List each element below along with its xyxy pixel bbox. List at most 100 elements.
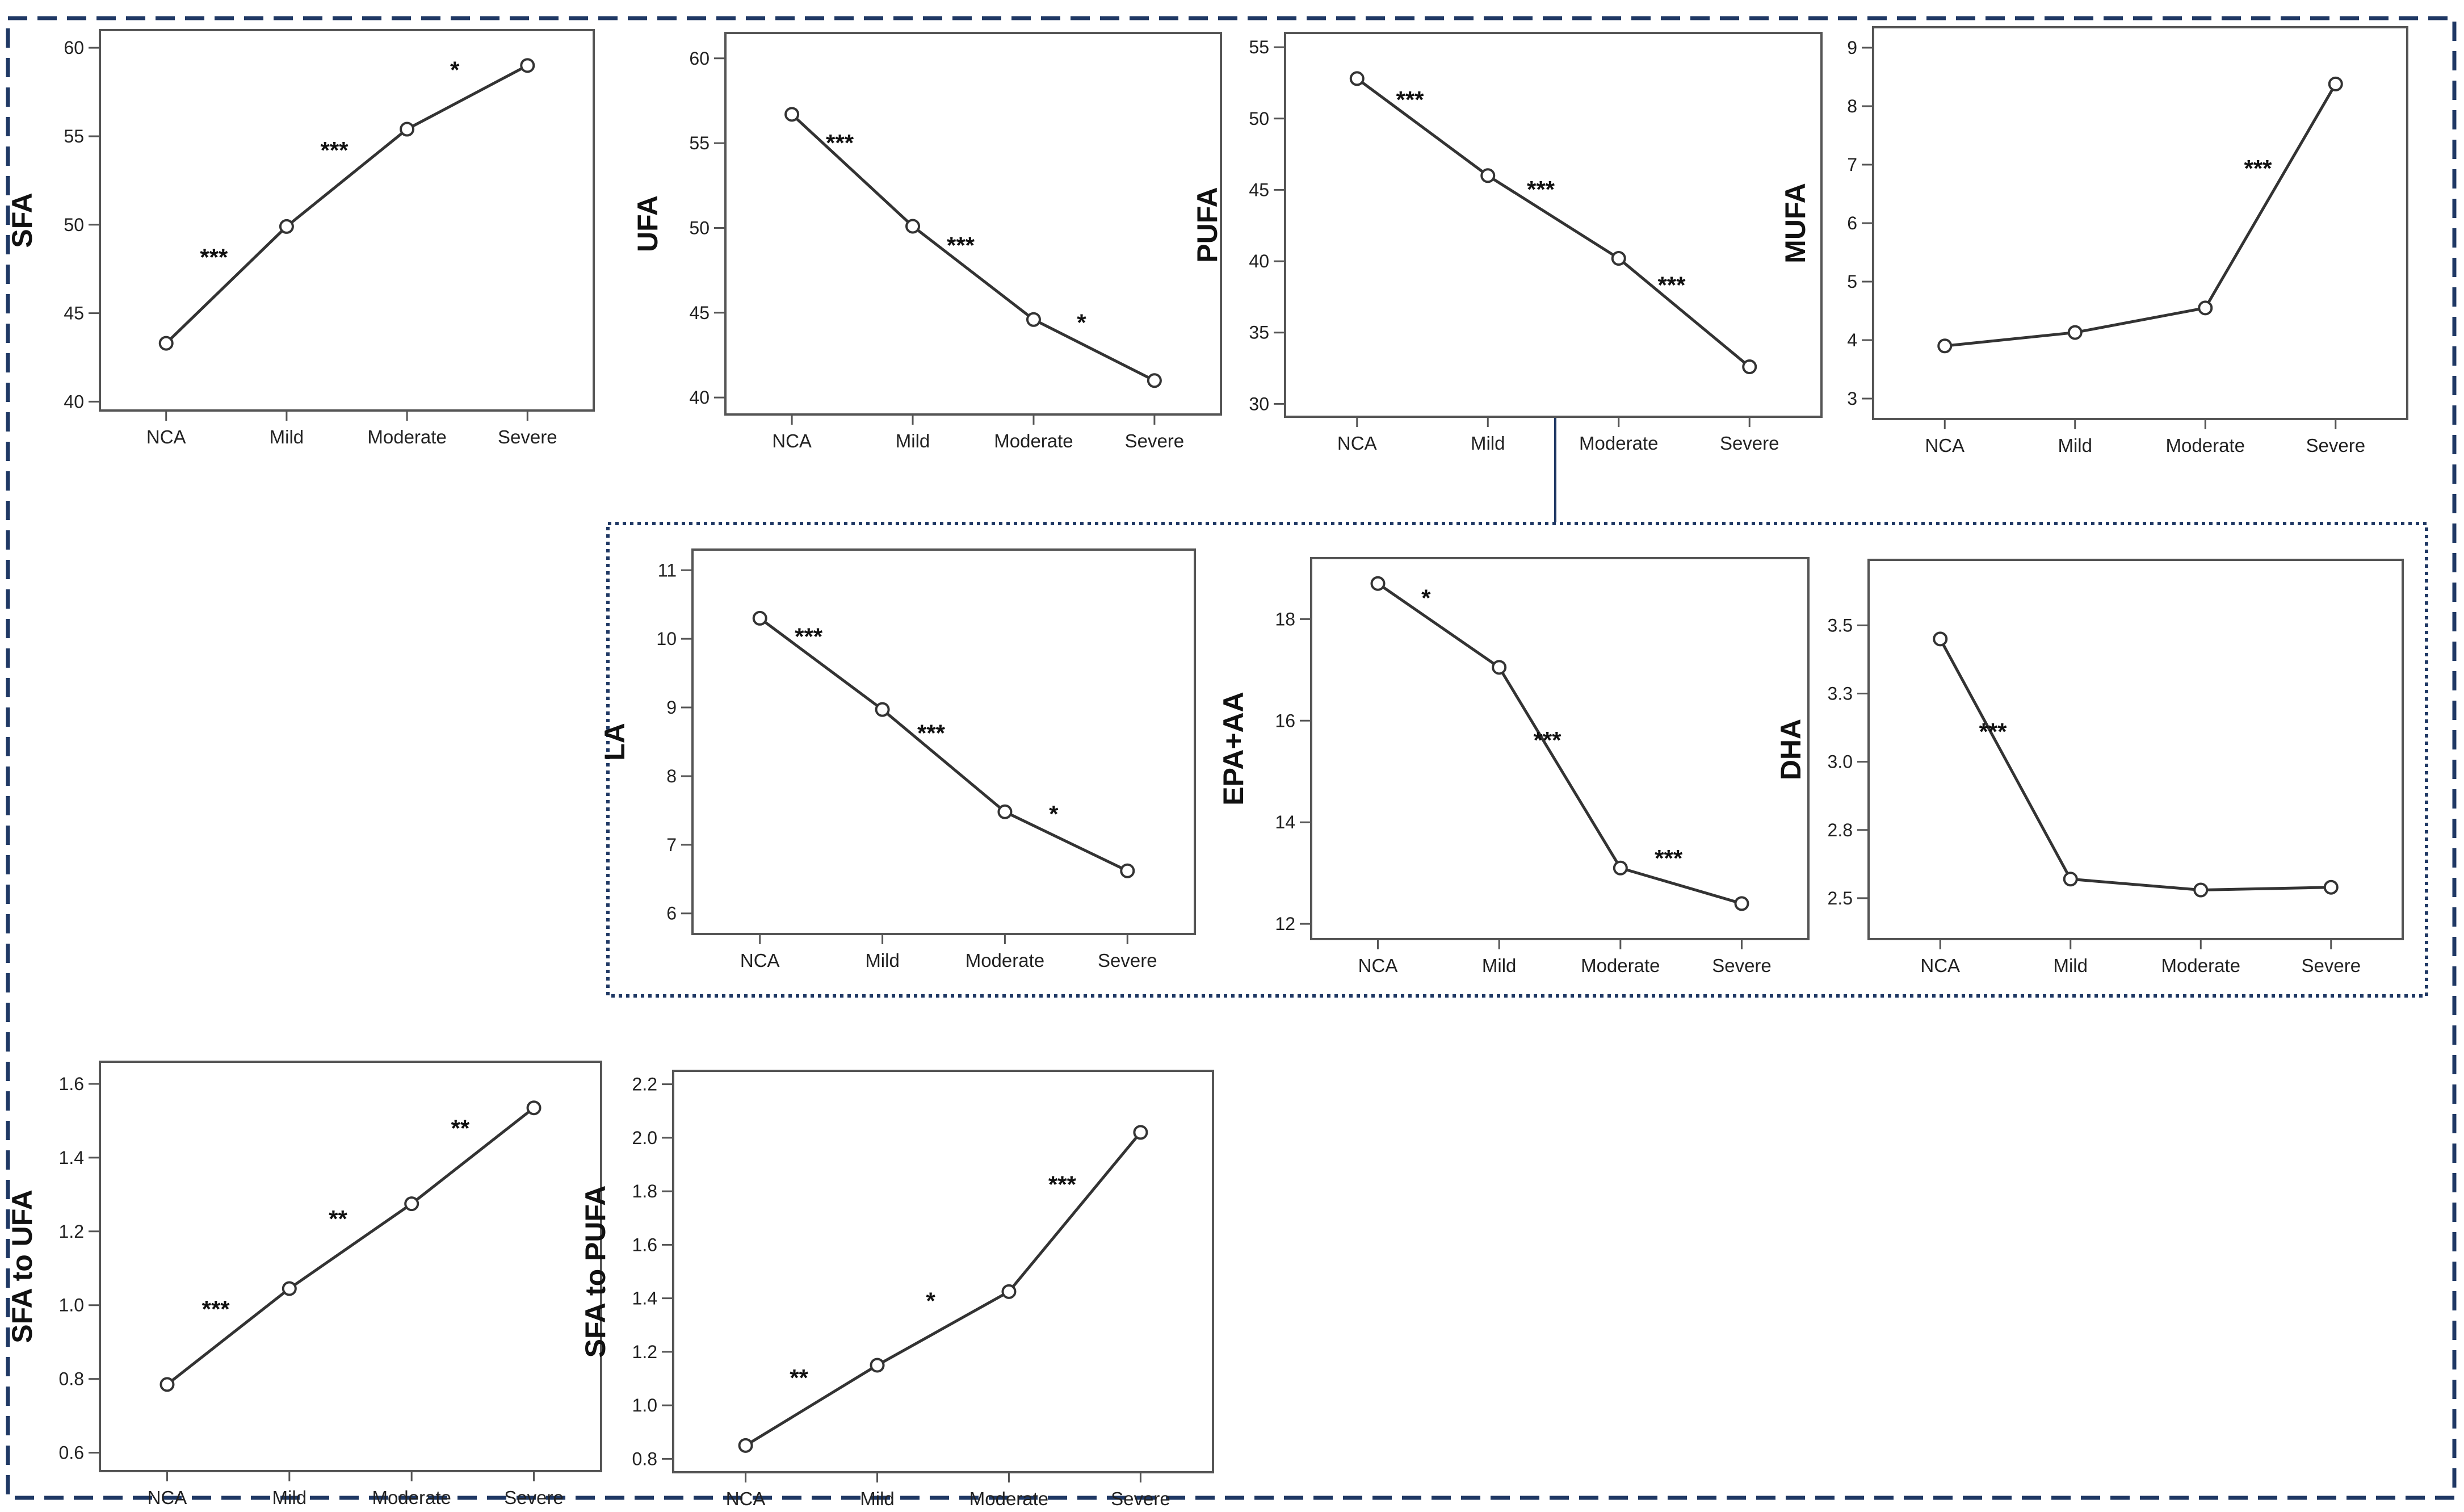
data-point [1147,373,1162,388]
plot-frame [672,1070,1214,1473]
outer-dashed-frame [6,16,2457,1500]
data-point [1742,359,1757,375]
data-point [875,702,890,717]
x-tick-label: Mild [272,1487,307,1508]
significance-label: * [1077,309,1086,336]
significance-label: *** [1048,1171,1077,1198]
y-tick-label: 45 [1249,179,1269,200]
plot-frame [691,548,1196,935]
data-point [2067,325,2083,340]
y-tick-label: 7 [666,835,677,855]
data-point [1133,1125,1148,1140]
y-tick-label: 1.8 [632,1181,657,1201]
x-tick-label: Moderate [994,430,1073,451]
y-tick-label: 18 [1275,609,1295,629]
significance-label: *** [1979,718,2007,745]
significance-label: * [1049,801,1059,827]
x-tick-label: Mild [2053,955,2088,976]
chart-mufa: 3 4 5 6 7 8 9 NCA Mild Moderate Severe MUFA *** [1779,26,2408,456]
x-tick-label: NCA [726,1488,766,1509]
data-point [1613,860,1628,876]
x-tick-label: Severe [2301,955,2361,976]
series-line [165,64,528,345]
y-axis-title: SFA [6,192,38,248]
plot-frame [1872,26,2408,420]
y-tick-label: 40 [64,391,84,412]
significance-label: *** [795,623,823,650]
y-tick-label: 16 [1275,710,1295,731]
y-tick-label: 0.6 [59,1443,84,1463]
data-point [158,336,174,351]
significance-label: * [926,1288,935,1314]
significance-label: * [1421,585,1431,611]
significance-label: *** [320,137,349,164]
y-tick-label: 1.0 [632,1395,657,1415]
y-tick-label: 3.3 [1828,683,1853,703]
data-point [400,122,415,137]
series-line [1356,77,1751,368]
y-tick-label: 8 [666,766,677,786]
significance-label: *** [1396,86,1424,113]
x-tick-label: Moderate [2161,955,2240,976]
significance-label: *** [1655,845,1683,872]
y-axis-title: SFA to UFA [6,1190,38,1343]
data-point [1734,896,1749,911]
x-tick-label: NCA [146,426,186,447]
y-tick-label: 0.8 [59,1369,84,1389]
y-tick-label: 30 [1249,393,1269,414]
x-tick-label: Severe [1098,950,1157,971]
data-point [279,219,294,234]
y-tick-label: 6 [1847,213,1857,233]
series-line [1377,582,1743,905]
significance-label: *** [947,232,975,259]
x-tick-label: NCA [772,430,812,451]
y-tick-label: 1.2 [632,1342,657,1362]
y-axis-title: LA [599,723,631,761]
series-line [759,617,1128,873]
data-point [404,1196,419,1212]
y-tick-label: 6 [666,903,677,924]
x-tick-label: Moderate [1581,955,1660,976]
y-tick-label: 0.8 [632,1448,657,1469]
y-tick-label: 60 [64,37,84,58]
inner-dotted-frame [606,522,2428,998]
x-tick-label: Severe [504,1487,564,1508]
x-tick-label: Moderate [969,1488,1048,1509]
data-point [1370,576,1386,591]
y-tick-label: 2.5 [1828,888,1853,908]
y-tick-label: 2.2 [632,1074,657,1095]
y-tick-label: 55 [1249,37,1269,57]
chart-pufa: 30 35 40 45 50 55 NCA Mild Moderate Severe PUFA ***… [1191,32,1823,454]
x-tick-label: Severe [1720,433,1779,454]
data-point [997,804,1013,819]
x-tick-label: Severe [1125,430,1185,451]
chart-sfa_pufa: 0.8 1.0 1.2 1.4 1.6 1.8 2.0 2.2 NCA Mild Moderate S… [580,1070,1214,1509]
x-tick-label: NCA [1925,435,1965,456]
y-tick-label: 7 [1847,154,1857,175]
y-tick-label: 1.0 [59,1295,84,1316]
y-axis-title: MUFA [1779,183,1811,263]
data-point [1349,71,1365,86]
y-tick-label: 55 [64,126,84,146]
y-tick-label: 50 [64,215,84,235]
x-tick-label: Moderate [1579,433,1658,454]
y-tick-label: 40 [689,387,710,408]
x-tick-label: Mild [270,426,304,447]
series-line [745,1131,1142,1447]
significance-label: *** [1527,176,1555,203]
x-tick-label: NCA [1358,955,1398,976]
y-tick-label: 4 [1847,330,1857,350]
data-point [1611,251,1626,266]
series-line [791,113,1156,382]
x-tick-label: Mild [1471,433,1505,454]
data-point [2328,76,2343,91]
y-tick-label: 60 [689,48,710,69]
data-point [2193,882,2209,898]
significance-label: *** [2244,155,2272,182]
series-line [1944,83,2337,347]
x-tick-label: Moderate [966,950,1044,971]
significance-label: *** [1533,727,1561,753]
